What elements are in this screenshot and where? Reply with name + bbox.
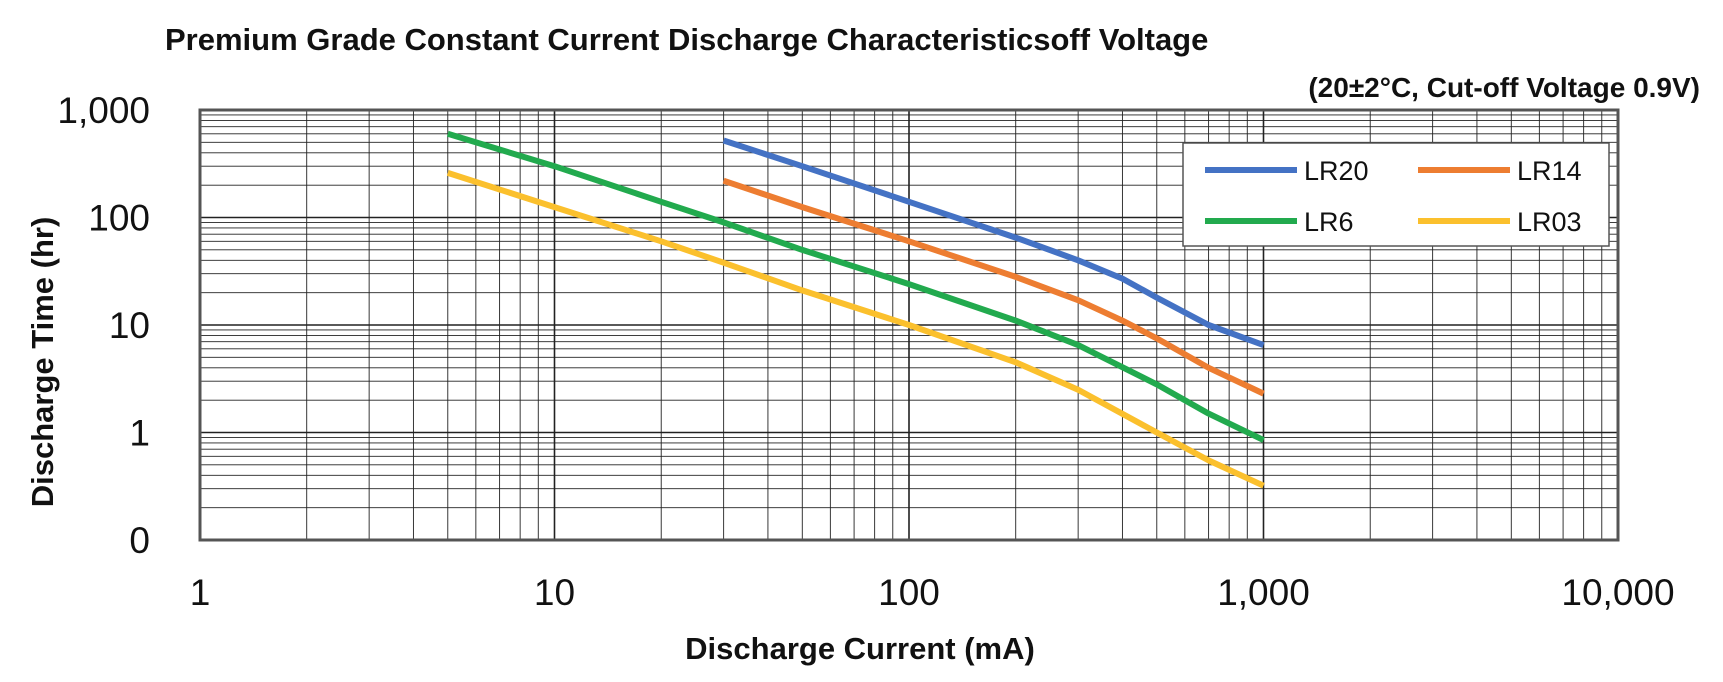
- y-axis-ticks: 0 1 10 100 1,000: [57, 90, 150, 561]
- plot-grid: [199, 110, 1618, 541]
- plot-frame: [198, 108, 1620, 542]
- legend-label-lr20: LR20: [1304, 156, 1369, 186]
- legend-label-lr6: LR6: [1304, 207, 1354, 237]
- x-axis-ticks: 1 10 100 1,000 10,000: [190, 572, 1675, 613]
- x-tick-label: 1,000: [1217, 572, 1310, 613]
- x-tick-label: 10: [534, 572, 575, 613]
- chart-subtitle: (20±2°C, Cut-off Voltage 0.9V): [1308, 72, 1700, 103]
- legend-label-lr03: LR03: [1517, 207, 1582, 237]
- x-tick-label: 10,000: [1561, 572, 1674, 613]
- x-tick-label: 100: [878, 572, 940, 613]
- y-tick-label: 100: [88, 198, 150, 239]
- y-tick-label: 0: [129, 520, 150, 561]
- series-line-lr6: [446, 130, 1265, 443]
- legend-box: [1182, 142, 1610, 247]
- series-group: [446, 130, 1265, 489]
- series-line-lr03: [446, 170, 1265, 489]
- y-tick-label: 1,000: [57, 90, 150, 131]
- series-line-lr14: [722, 177, 1265, 397]
- x-tick-label: 1: [190, 572, 211, 613]
- chart-title: Premium Grade Constant Current Discharge…: [165, 22, 1208, 57]
- y-tick-label: 10: [109, 305, 150, 346]
- legend: LR20 LR14 LR6 LR03: [1182, 142, 1610, 247]
- series-line-lr20: [722, 137, 1265, 348]
- x-axis-label: Discharge Current (mA): [685, 631, 1035, 666]
- legend-label-lr14: LR14: [1517, 156, 1582, 186]
- y-tick-label: 1: [129, 413, 150, 454]
- y-axis-label: Discharge Time (hr): [25, 217, 60, 508]
